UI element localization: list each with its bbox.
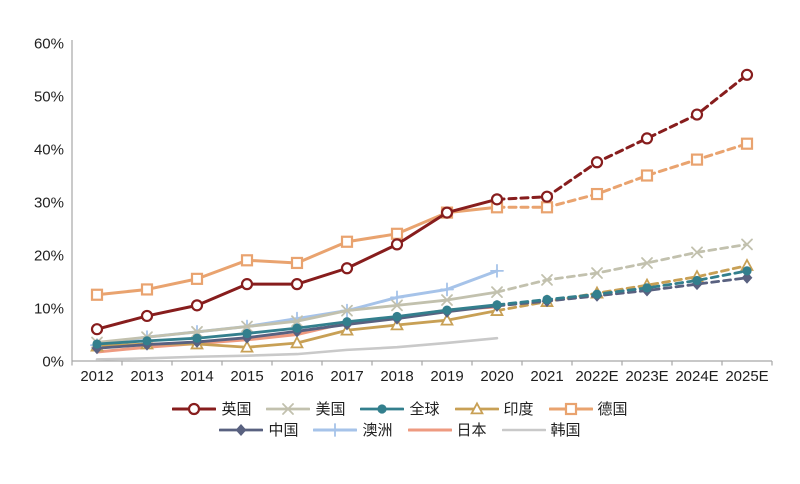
legend-marker-australia-icon [313,423,358,437]
legend-label-germany: 德国 [597,400,628,418]
y-tick-label: 30% [34,195,64,212]
x-tick-label: 2014 [180,368,213,385]
x-tick-label: 2015 [230,368,263,385]
x-tick-label: 2023E [625,368,668,385]
x-tick-label: 2017 [330,368,363,385]
legend-item-korea: 韩国 [501,421,581,439]
legend-label-us: 美国 [315,400,346,418]
legend-item-global: 全球 [360,400,440,418]
legend-item-japan: 日本 [407,421,487,439]
legend-item-australia: 澳洲 [313,421,393,439]
legend-item-china: 中国 [219,422,298,438]
legend-marker-china-icon [219,424,264,436]
x-tick-label: 2020 [480,368,513,385]
legend-marker-global-icon [360,404,405,414]
x-tick-label: 2024E [675,368,718,385]
y-tick-label: 60% [34,36,64,53]
x-tick-label: 2021 [530,368,563,385]
series-line-dashed-india [495,264,749,313]
legend-label-korea: 韩国 [550,421,581,439]
y-tick-label: 10% [34,301,64,318]
x-tick-label: 2016 [280,368,313,385]
legend-marker-japan-icon [407,428,452,432]
series-line-dashed-global [495,269,749,307]
legend-label-china: 中国 [268,421,299,439]
legend-label-india: 印度 [503,400,534,418]
y-tick-label: 40% [34,142,64,159]
legend-marker-us-icon [266,403,311,415]
legend-label-uk: 英国 [221,400,252,418]
y-tick-label: 0% [42,354,64,371]
x-tick-label: 2018 [380,368,413,385]
legend-item-india: 印度 [454,400,534,418]
legend-label-global: 全球 [409,400,440,418]
series-line-solid-korea [95,336,499,361]
x-tick-label: 2022E [575,368,618,385]
series-line-dashed-china [495,276,749,308]
series-line-dashed-uk [495,73,749,201]
y-tick-label: 20% [34,248,64,265]
series-us [91,238,753,349]
y-tick-label: 50% [34,89,64,106]
legend-label-australia: 澳洲 [362,421,393,439]
series-global [92,266,752,349]
series-line-dashed-germany [495,142,749,209]
legend-row: 中国 澳洲 日本 韩国 [219,421,581,439]
series-uk [90,68,754,336]
x-tick-label: 2025E [725,368,768,385]
x-tick-label: 2013 [130,368,163,385]
series-line-dashed-us [495,243,749,294]
legend-marker-korea-icon [501,428,546,432]
legend-row: 英国 美国 全球 印度 德国 [172,400,628,418]
legend-marker-uk-icon [172,402,217,416]
legend-item-uk: 英国 [172,401,251,417]
legend-item-us: 美国 [266,401,345,417]
x-tick-label: 2019 [430,368,463,385]
x-tick-label: 2012 [80,368,113,385]
legend-marker-germany-icon [548,402,593,416]
legend-item-germany: 德国 [548,400,628,418]
chart-legend: 英国 美国 全球 印度 德国中国 澳洲 日本 韩国 [0,401,800,438]
legend-label-japan: 日本 [456,421,487,439]
series-korea [95,336,499,361]
series-germany [90,137,754,301]
legend-marker-india-icon [454,401,499,415]
